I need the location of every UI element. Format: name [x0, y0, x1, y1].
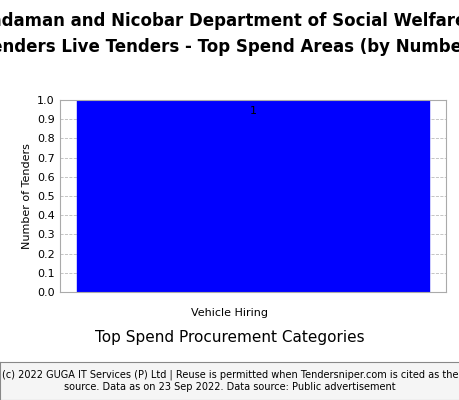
Text: Vehicle Hiring: Vehicle Hiring	[191, 308, 268, 318]
Text: (c) 2022 GUGA IT Services (P) Ltd | Reuse is permitted when Tendersniper.com is : (c) 2022 GUGA IT Services (P) Ltd | Reus…	[2, 370, 457, 392]
Y-axis label: Number of Tenders: Number of Tenders	[22, 143, 32, 249]
Text: 1: 1	[249, 106, 256, 116]
Text: Top Spend Procurement Categories: Top Spend Procurement Categories	[95, 330, 364, 345]
Text: Andaman and Nicobar Department of Social Welfare e
Tenders Live Tenders - Top Sp: Andaman and Nicobar Department of Social…	[0, 12, 459, 56]
